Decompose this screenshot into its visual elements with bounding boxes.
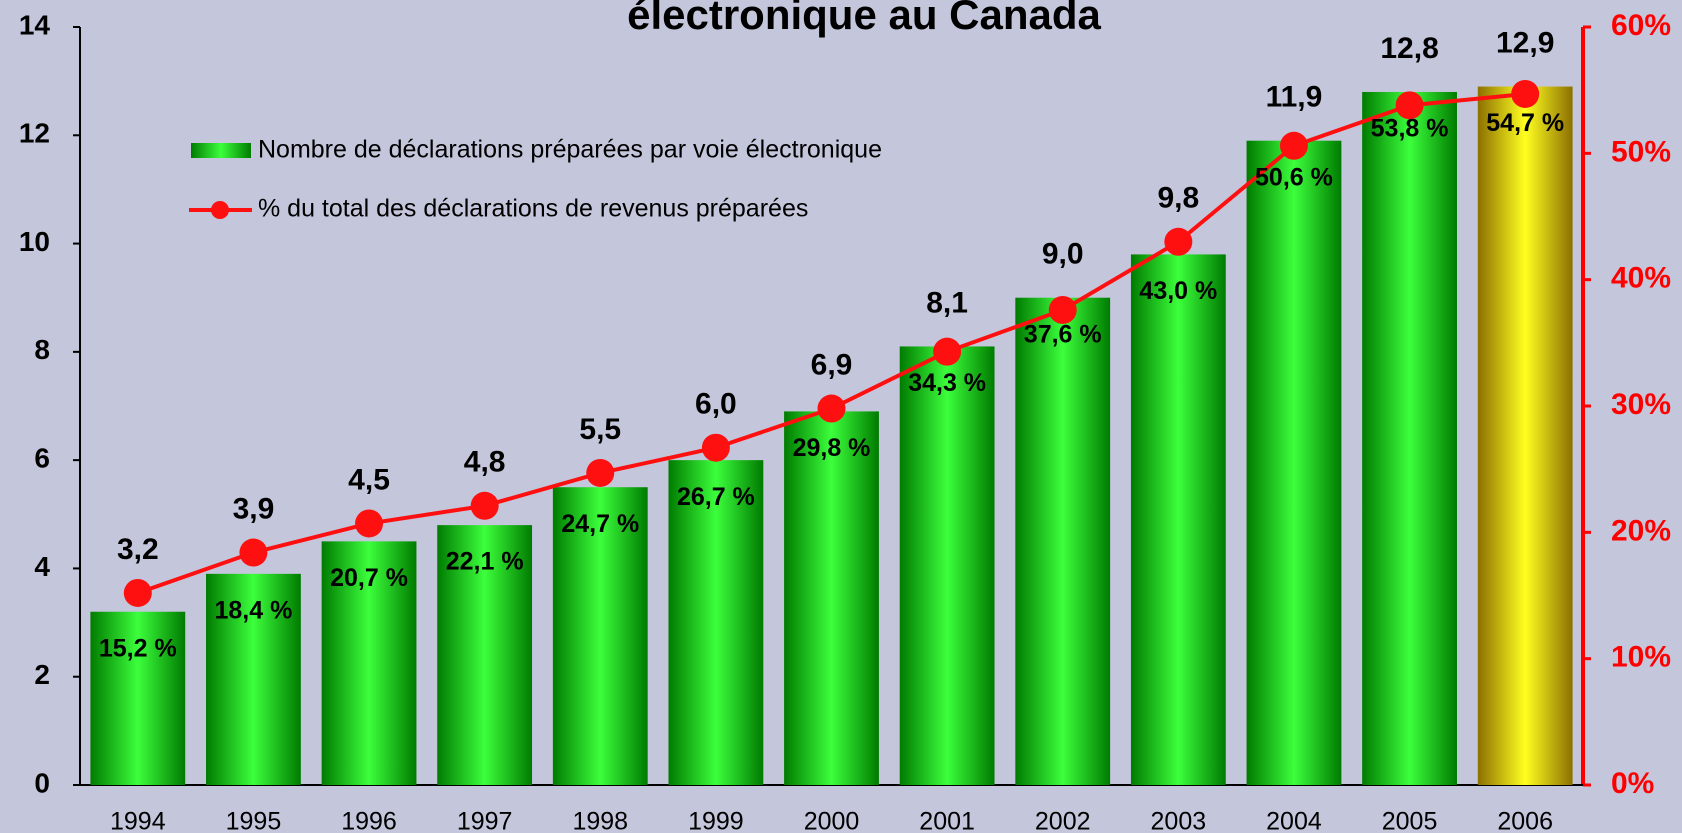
line-value-label: 54,7 % [1486,109,1564,137]
bar-value-label: 8,1 [926,286,968,319]
bar-value-label: 9,0 [1042,238,1084,271]
line-marker [1279,131,1308,160]
x-tick-label: 1998 [572,808,628,833]
line-marker [1164,227,1193,256]
y-tick-label: 10 [19,226,50,257]
bar [1246,140,1342,785]
line-value-label: 24,7 % [561,510,639,538]
legend-swatch [191,143,251,158]
x-tick-label: 1997 [457,808,513,833]
bar-value-label: 4,5 [348,463,390,496]
x-tick-label: 1995 [226,808,282,833]
line-marker [239,538,268,567]
bar [206,573,301,785]
x-tick-label: 2005 [1382,808,1438,833]
y-tick-label: 4 [34,551,50,582]
legend-label: Nombre de déclarations préparées par voi… [258,136,882,164]
bar-value-label: 5,5 [579,413,621,446]
x-tick-label: 2006 [1497,808,1553,833]
bar-value-label: 9,8 [1157,182,1199,215]
bar [784,411,879,785]
y2-tick-label: 60% [1611,9,1671,42]
line-marker [355,509,384,538]
x-tick-label: 2001 [919,808,975,833]
line-marker [586,458,615,487]
line-value-label: 50,6 % [1255,163,1333,191]
bar [552,487,648,785]
chart-title: électronique au Canada [627,0,1101,38]
line-value-label: 26,7 % [677,483,755,511]
bar-value-label: 11,9 [1266,81,1323,114]
line-marker [701,433,730,462]
bar-value-label: 12,8 [1380,32,1438,65]
bar [321,541,417,785]
line-value-label: 34,3 % [908,369,986,397]
bar [899,346,995,785]
bar-value-label: 3,9 [233,492,275,525]
line-value-label: 22,1 % [446,548,524,576]
bar-value-label: 6,0 [695,388,737,421]
x-tick-label: 1996 [341,808,397,833]
legend-marker [211,201,229,219]
y-tick-label: 14 [19,9,51,40]
bar [437,525,533,785]
bar-value-label: 4,8 [464,446,506,479]
bar [1015,297,1111,785]
y2-tick-label: 0% [1611,767,1654,800]
line-value-label: 20,7 % [330,564,408,592]
line-marker [123,578,152,607]
bar-value-label: 12,9 [1496,26,1554,59]
y-tick-label: 8 [34,334,50,365]
y2-tick-label: 40% [1611,262,1671,295]
line-marker [933,337,962,366]
x-tick-label: 1994 [110,808,166,833]
line-value-label: 43,0 % [1139,277,1217,305]
line-value-label: 53,8 % [1371,115,1449,143]
y2-tick-label: 30% [1611,388,1671,421]
bar [1130,254,1226,785]
line-value-label: 37,6 % [1024,320,1102,348]
line-marker [1395,91,1424,120]
line-marker [817,394,846,423]
y-tick-label: 2 [34,659,50,690]
line-value-label: 29,8 % [793,434,871,462]
y2-tick-label: 20% [1611,514,1671,547]
y-tick-label: 0 [34,767,50,798]
line-marker [1511,79,1540,108]
x-tick-label: 2003 [1151,808,1207,833]
line-value-label: 15,2 % [99,634,177,662]
bar [1477,86,1573,786]
x-tick-label: 1999 [688,808,744,833]
bar-value-label: 6,9 [811,348,853,381]
x-tick-label: 2002 [1035,808,1091,833]
y2-tick-label: 10% [1611,641,1671,674]
bar [90,611,186,785]
y-tick-label: 6 [34,443,50,474]
bar [1362,91,1457,785]
line-marker [1048,295,1077,324]
y-tick-label: 12 [19,118,50,149]
line-marker [470,491,499,520]
y2-tick-label: 50% [1611,135,1671,168]
line-value-label: 18,4 % [215,596,293,624]
bar [668,460,764,785]
legend-label: % du total des déclarations de revenus p… [258,195,808,223]
x-tick-label: 2004 [1266,808,1322,833]
x-tick-label: 2000 [804,808,860,833]
bar-value-label: 3,2 [117,533,159,566]
